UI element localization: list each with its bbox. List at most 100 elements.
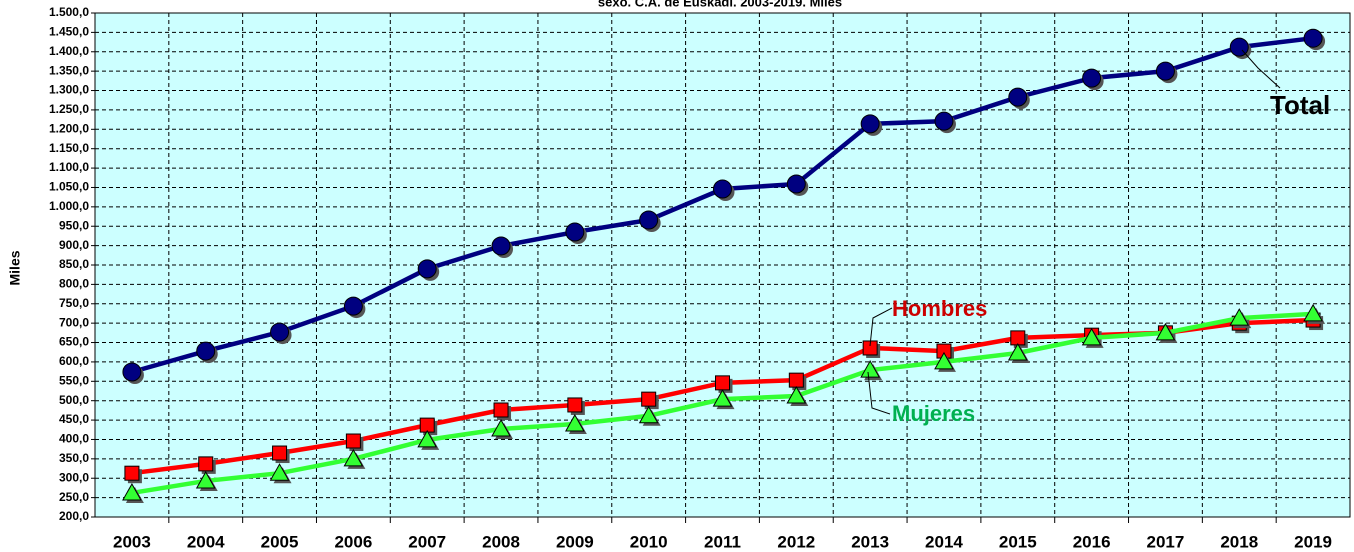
marker: [124, 465, 142, 484]
marker: [1010, 330, 1028, 348]
marker: [712, 389, 735, 410]
annotation-leader: [867, 371, 891, 415]
y-tick-label: 850,0: [59, 257, 89, 271]
y-tick-label: 250,0: [59, 490, 89, 504]
y-tick-label: 500,0: [59, 393, 89, 407]
marker: [860, 114, 883, 136]
marker-shape: [788, 372, 804, 388]
marker-shape: [713, 179, 732, 199]
marker: [345, 433, 364, 452]
marker: [1081, 327, 1104, 348]
y-tick-label: 800,0: [59, 277, 89, 291]
series-label: Total: [1270, 90, 1330, 120]
x-tick-label: 2010: [630, 532, 668, 551]
marker-shape: [638, 405, 659, 424]
x-tick-label: 2016: [1073, 532, 1111, 551]
y-tick-label: 750,0: [59, 296, 89, 310]
marker: [565, 222, 587, 245]
marker: [493, 402, 512, 420]
marker: [1007, 342, 1030, 364]
marker: [567, 397, 585, 415]
y-tick-label: 1.500,0: [49, 5, 89, 19]
marker-shape: [715, 375, 730, 391]
marker: [641, 391, 659, 410]
marker-shape: [122, 482, 142, 501]
marker: [639, 210, 661, 233]
marker-shape: [343, 296, 363, 316]
marker-shape: [860, 360, 881, 378]
annotation-leader: [1241, 49, 1281, 89]
y-tick-label: 450,0: [59, 412, 89, 426]
x-tick-label: 2008: [482, 532, 520, 551]
y-tick-label: 1.000,0: [49, 199, 89, 213]
x-tick-label: 2017: [1147, 532, 1185, 551]
x-tick-label: 2014: [925, 532, 963, 551]
marker: [417, 259, 440, 281]
y-tick-label: 600,0: [59, 354, 89, 368]
marker: [786, 174, 809, 196]
marker: [198, 456, 216, 474]
marker-shape: [786, 174, 806, 194]
marker: [491, 418, 514, 439]
x-tick-label: 2009: [556, 532, 594, 551]
marker-shape: [270, 322, 290, 342]
marker: [272, 445, 290, 464]
marker: [713, 179, 735, 202]
x-tick-label: 2007: [408, 532, 446, 551]
marker-shape: [1007, 342, 1028, 361]
marker: [638, 405, 661, 426]
x-tick-label: 2005: [261, 532, 299, 551]
y-tick-label: 1.300,0: [49, 83, 89, 97]
marker: [122, 362, 144, 385]
x-tick-label: 2019: [1294, 532, 1332, 551]
marker: [491, 236, 514, 259]
marker-shape: [565, 222, 585, 242]
marker: [343, 448, 366, 469]
marker-shape: [195, 470, 216, 489]
marker-shape: [1155, 61, 1175, 81]
y-tick-label: 1.200,0: [49, 121, 89, 135]
marker: [1082, 68, 1104, 91]
marker-shape: [272, 445, 288, 461]
x-tick-label: 2004: [187, 532, 225, 551]
y-tick-label: 1.400,0: [49, 44, 89, 58]
marker-shape: [493, 402, 509, 418]
x-tick-label: 2018: [1220, 532, 1258, 551]
annotation-leader: [869, 307, 893, 347]
marker-shape: [1303, 303, 1323, 322]
marker-shape: [196, 341, 216, 361]
marker-shape: [1229, 308, 1250, 326]
x-tick-label: 2015: [999, 532, 1037, 551]
marker-shape: [124, 465, 140, 481]
marker: [715, 375, 733, 393]
x-tick-label: 2003: [113, 532, 151, 551]
series-label: Mujeres: [892, 401, 975, 426]
chart-title: sexo. C.A. de Euskadi. 2003-2019. Miles: [598, 0, 842, 9]
marker: [934, 351, 956, 372]
marker-shape: [417, 259, 437, 279]
marker: [1303, 303, 1326, 324]
marker-shape: [786, 386, 807, 404]
marker: [564, 413, 587, 434]
marker-shape: [1082, 68, 1102, 88]
marker-shape: [1303, 28, 1323, 48]
y-tick-label: 1.050,0: [49, 180, 89, 194]
marker-shape: [639, 210, 659, 230]
x-tick-label: 2011: [704, 532, 741, 551]
marker-shape: [343, 448, 364, 467]
marker: [1155, 322, 1178, 343]
marker: [1155, 61, 1178, 84]
y-tick-label: 1.350,0: [49, 63, 89, 77]
marker: [1008, 87, 1030, 110]
x-tick-label: 2013: [851, 532, 889, 551]
series-label: Hombres: [892, 296, 987, 321]
marker: [1303, 28, 1326, 51]
marker-shape: [712, 389, 733, 407]
marker-shape: [491, 418, 511, 437]
marker-shape: [491, 236, 511, 256]
y-tick-label: 300,0: [59, 470, 89, 484]
marker: [270, 322, 292, 345]
marker: [196, 341, 218, 364]
y-tick-label: 700,0: [59, 315, 89, 329]
